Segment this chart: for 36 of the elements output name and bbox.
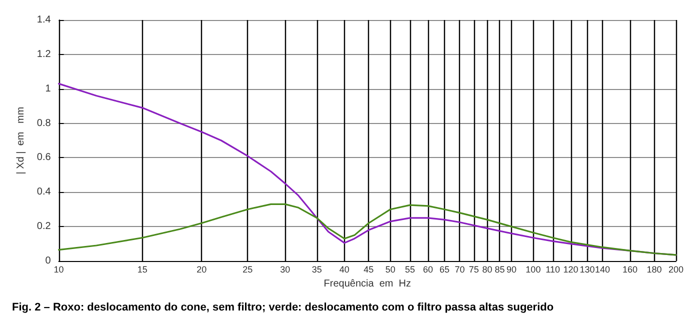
x-tick-label: 55	[405, 264, 416, 274]
x-tick-label: 180	[646, 264, 662, 274]
x-tick-label: 15	[137, 264, 148, 274]
y-tick-label: 1	[45, 83, 52, 94]
x-tick-label: 110	[546, 264, 560, 274]
x-axis-title: Frequência em Hz	[324, 278, 412, 290]
x-tick-label: 80	[482, 264, 492, 274]
x-tick-label: 200	[668, 264, 684, 274]
y-tick-label: 1.2	[36, 48, 52, 60]
y-tick-label: 0.8	[36, 118, 52, 129]
x-tick-label: 50	[385, 264, 396, 274]
x-tick-label: 10	[54, 264, 64, 274]
x-tick-label: 70	[454, 264, 465, 274]
x-tick-label: 85	[494, 264, 505, 274]
y-tick-label: 0.6	[36, 152, 52, 164]
x-tick-label: 35	[312, 264, 322, 274]
y-axis-title: | Xd | em mm	[16, 106, 26, 174]
x-tick-label: 120	[563, 264, 578, 274]
y-tick-label: 1.4	[36, 14, 52, 26]
x-tick-label: 90	[506, 264, 516, 274]
x-tick-label: 30	[280, 264, 290, 274]
caption: Fig. 2 – Roxo: deslocamento do cone, sem filtro; verde: deslocamento com o filtro passa altas sugerido	[12, 302, 554, 314]
x-tick-label: 40	[339, 264, 350, 274]
x-tick-label: 60	[422, 264, 433, 274]
y-tick-label: 0	[45, 256, 52, 266]
x-tick-label: 160	[622, 264, 638, 274]
x-tick-label: 20	[196, 264, 207, 274]
x-tick-label: 100	[526, 264, 541, 274]
x-tick-label: 65	[439, 264, 450, 274]
x-tick-label: 75	[468, 264, 479, 274]
x-tick-label: 25	[242, 264, 253, 274]
x-tick-label: 45	[364, 264, 374, 274]
x-tick-label: 140	[595, 264, 610, 274]
y-tick-label: 0.2	[36, 221, 52, 232]
x-tick-label: 130	[580, 264, 595, 274]
y-tick-label: 0.4	[36, 186, 52, 198]
